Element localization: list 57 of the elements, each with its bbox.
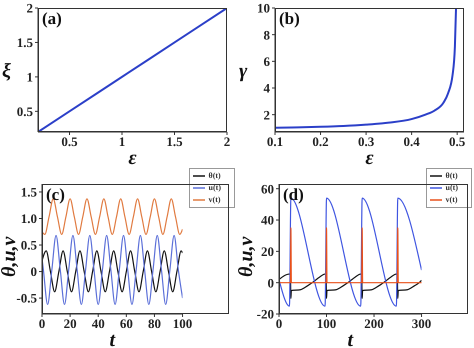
y-tick-label: 20 (261, 244, 274, 259)
x-axis-title: ε (365, 147, 374, 169)
y-axis-title: γ (239, 60, 248, 82)
y-tick-label: 1.5 (20, 184, 38, 200)
x-tick-label: 100 (172, 316, 192, 332)
x-axis-title: t (109, 329, 116, 348)
y-tick-label: 1 (26, 70, 33, 85)
y-axis-title: ξ (2, 60, 11, 82)
y-tick-label: 0 (30, 264, 37, 280)
y-tick-label: 0.5 (16, 104, 34, 119)
line-series (279, 273, 422, 299)
annotation: (a) (42, 9, 62, 29)
y-tick-label: 60 (261, 181, 274, 196)
x-tick-label: 80 (148, 316, 161, 332)
x-tick-label: 2 (224, 134, 230, 150)
annotation: (b) (279, 9, 300, 29)
x-tick-label: 1.5 (166, 134, 184, 150)
x-tick-label: 0.2 (312, 134, 329, 150)
x-tick-label: 300 (412, 316, 432, 332)
x-tick-label: 1 (118, 134, 126, 150)
x-axis-title: ε (128, 147, 138, 169)
x-tick-label: 0.3 (358, 134, 375, 150)
line-series (42, 234, 183, 306)
x-tick-label: 0.1 (266, 134, 284, 150)
y-axis-title: θ,u,v (235, 235, 258, 277)
legend-label: v(t) (208, 194, 221, 204)
legend-label: u(t) (446, 182, 458, 192)
y-tick-label: 8 (264, 27, 270, 42)
annotation: (d) (283, 185, 304, 205)
y-tick-label: 10 (257, 0, 270, 16)
legend-label: θ(t) (208, 170, 221, 180)
y-tick-label: 1.5 (16, 35, 34, 50)
y-tick-label: 40 (261, 212, 274, 228)
x-tick-label: 20 (64, 316, 77, 332)
annotation: (c) (46, 185, 65, 205)
x-tick-label: 200 (364, 316, 384, 332)
x-tick-label: 0.4 (404, 134, 420, 150)
x-tick-label: 0.5 (61, 134, 78, 150)
y-tick-label: 0.5 (20, 238, 38, 253)
x-tick-label: 0.5 (449, 134, 466, 150)
legend-label: θ(t) (446, 170, 458, 180)
y-tick-label: 4 (264, 80, 270, 96)
y-tick-label: -0.5 (16, 290, 38, 306)
y-tick-label: -20 (256, 306, 274, 322)
x-tick-label: 100 (316, 316, 336, 332)
legend-label: v(t) (446, 194, 458, 204)
y-tick-label: 2 (26, 0, 33, 16)
line-series (42, 250, 183, 292)
x-tick-label: 40 (92, 316, 105, 332)
y-tick-label: 1.0 (20, 211, 37, 226)
x-axis-title: t (347, 329, 354, 348)
y-axis-title: θ,u,v (0, 235, 20, 277)
legend-label: u(t) (208, 182, 221, 192)
x-tick-label: 60 (120, 316, 133, 332)
y-tick-label: 0 (268, 275, 274, 290)
y-tick-label: 6 (264, 54, 270, 69)
y-tick-label: 2 (264, 107, 270, 122)
